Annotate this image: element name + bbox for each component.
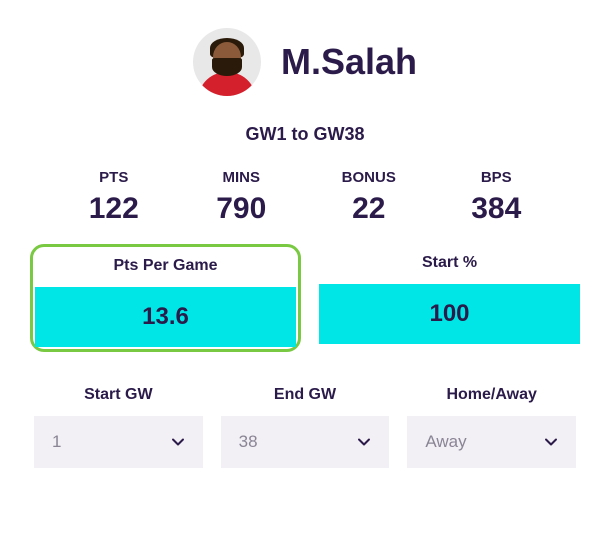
stat-label: MINS [178,169,306,186]
player-avatar [193,28,261,96]
chevron-down-icon [357,435,371,449]
metric-label: Start % [319,244,580,284]
metric-start-pct: Start % 100 [319,244,580,352]
chevron-down-icon [171,435,185,449]
stat-value: 790 [178,192,306,226]
metric-value: 13.6 [35,287,296,347]
stat-label: PTS [50,169,178,186]
stat-label: BPS [433,169,561,186]
select-value: 1 [52,432,61,452]
filter-label: Start GW [34,386,203,404]
filter-label: End GW [221,386,390,404]
start-gw-select[interactable]: 1 [34,416,203,468]
filters-row: Start GW 1 End GW 38 Home/Away Away [30,386,580,468]
filter-start-gw: Start GW 1 [34,386,203,468]
metric-label: Pts Per Game [35,249,296,287]
stat-value: 22 [305,192,433,226]
select-value: Away [425,432,466,452]
player-name: M.Salah [281,41,417,83]
stat-label: BONUS [305,169,433,186]
home-away-select[interactable]: Away [407,416,576,468]
metric-value: 100 [319,284,580,344]
filter-label: Home/Away [407,386,576,404]
chevron-down-icon [544,435,558,449]
gw-range-label: GW1 to GW38 [30,124,580,145]
player-header: M.Salah [30,28,580,96]
stat-value: 122 [50,192,178,226]
stat-bonus: BONUS 22 [305,169,433,226]
metric-pts-per-game: Pts Per Game 13.6 [30,244,301,352]
stat-pts: PTS 122 [50,169,178,226]
stat-mins: MINS 790 [178,169,306,226]
end-gw-select[interactable]: 38 [221,416,390,468]
filter-home-away: Home/Away Away [407,386,576,468]
filter-end-gw: End GW 38 [221,386,390,468]
stats-row: PTS 122 MINS 790 BONUS 22 BPS 384 [30,169,580,226]
select-value: 38 [239,432,258,452]
metrics-row: Pts Per Game 13.6 Start % 100 [30,244,580,352]
stat-bps: BPS 384 [433,169,561,226]
stat-value: 384 [433,192,561,226]
